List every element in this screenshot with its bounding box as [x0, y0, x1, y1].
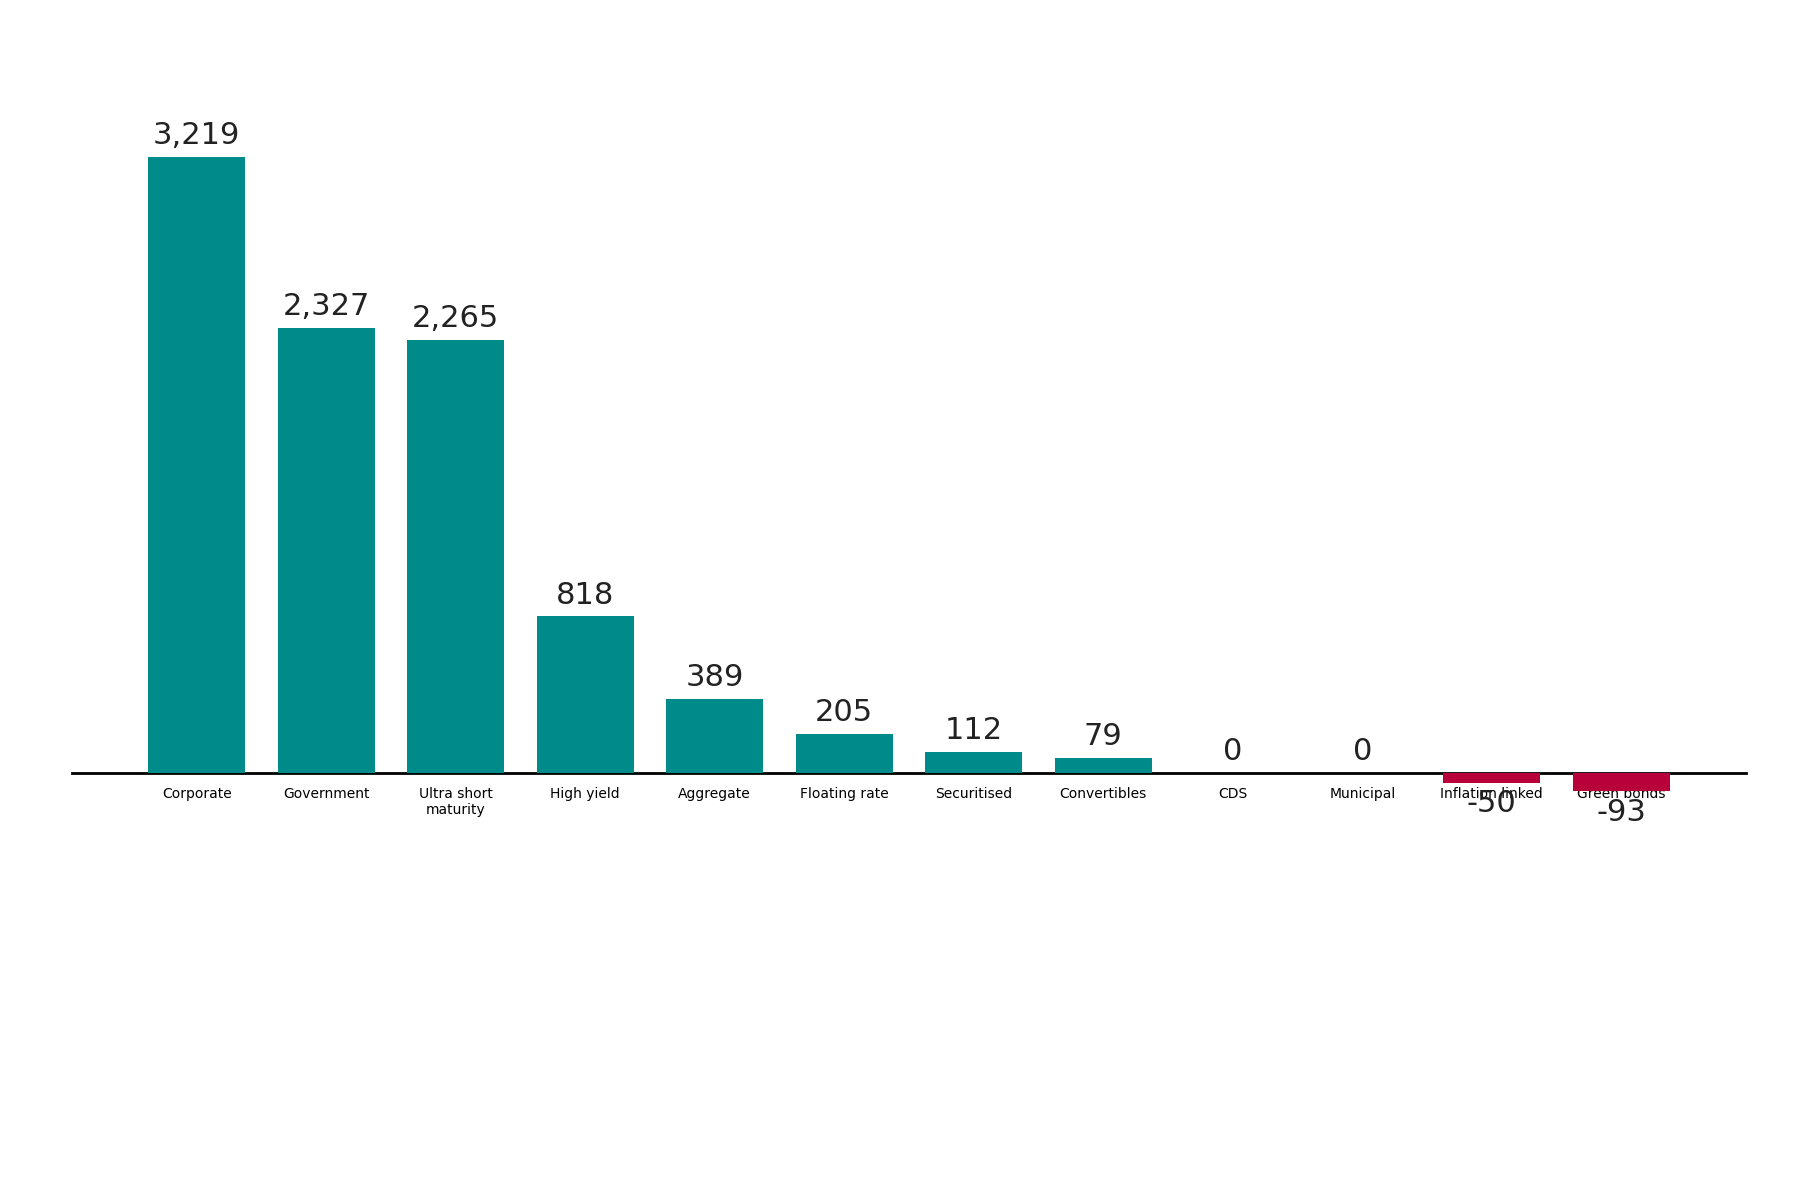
Bar [796, 733, 893, 773]
Text: 205: 205 [815, 698, 873, 727]
Bar [148, 157, 245, 773]
Text: 389: 389 [686, 662, 743, 692]
Text: 3,219: 3,219 [153, 121, 241, 150]
Text: 0: 0 [1352, 737, 1372, 767]
Text: 818: 818 [556, 581, 614, 610]
Bar [536, 617, 634, 773]
Bar [925, 751, 1022, 773]
Bar [407, 340, 504, 773]
Bar [666, 698, 763, 773]
Bar [1444, 773, 1541, 782]
Text: 2,327: 2,327 [283, 292, 369, 320]
Text: 2,265: 2,265 [412, 304, 499, 332]
Bar [1573, 773, 1670, 791]
Text: -50: -50 [1467, 790, 1517, 818]
Bar [1055, 758, 1152, 773]
Bar [277, 328, 374, 773]
Text: 112: 112 [945, 716, 1003, 745]
Text: -93: -93 [1597, 798, 1647, 827]
Text: 0: 0 [1224, 737, 1242, 767]
Text: 79: 79 [1084, 722, 1123, 751]
